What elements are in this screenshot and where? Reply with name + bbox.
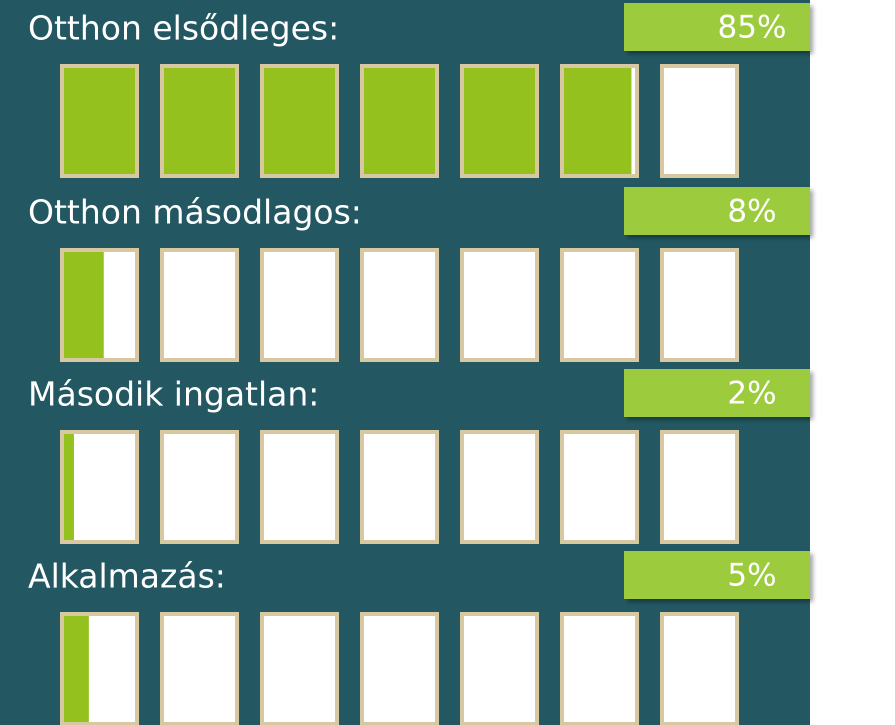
icon-box — [460, 612, 539, 725]
icon-box — [560, 248, 639, 362]
icon-box — [460, 248, 539, 362]
value-label: 85% — [718, 10, 787, 46]
icon-box — [660, 430, 739, 544]
icon-box — [560, 612, 639, 725]
icon-box — [660, 248, 739, 362]
icon-box — [660, 612, 739, 725]
pictogram-fill — [64, 68, 632, 174]
icon-box — [560, 430, 639, 544]
fill-segment — [264, 68, 335, 174]
row-label: Otthon elsődleges: — [28, 9, 339, 48]
fill-segment — [64, 616, 89, 722]
fill-segment — [64, 68, 135, 174]
value-badge — [624, 187, 810, 235]
row-label: Második ingatlan: — [28, 375, 319, 414]
fill-segment — [564, 68, 632, 174]
fill-segment — [364, 68, 435, 174]
icon-box — [160, 612, 239, 725]
value-badge — [624, 551, 810, 599]
fill-segment — [64, 252, 104, 358]
icon-box — [360, 430, 439, 544]
pictogram-fill — [64, 616, 89, 722]
value-label: 2% — [727, 376, 776, 412]
icon-box — [60, 430, 139, 544]
value-badge — [624, 3, 810, 51]
fill-segment — [164, 68, 235, 174]
value-badge — [624, 369, 810, 417]
icon-box — [160, 248, 239, 362]
pictogram-fill — [64, 252, 104, 358]
fill-segment — [64, 434, 74, 540]
row-label: Alkalmazás: — [28, 557, 226, 596]
icon-box — [360, 248, 439, 362]
row-label: Otthon másodlagos: — [28, 193, 362, 232]
icon-box — [260, 248, 339, 362]
value-label: 5% — [727, 558, 776, 594]
icon-box — [260, 430, 339, 544]
icon-box — [260, 612, 339, 725]
value-label: 8% — [727, 194, 776, 230]
pictogram-fill — [64, 434, 74, 540]
icon-box — [160, 430, 239, 544]
icon-box — [660, 64, 739, 178]
icon-box — [360, 612, 439, 725]
fill-segment — [464, 68, 535, 174]
icon-box — [460, 430, 539, 544]
